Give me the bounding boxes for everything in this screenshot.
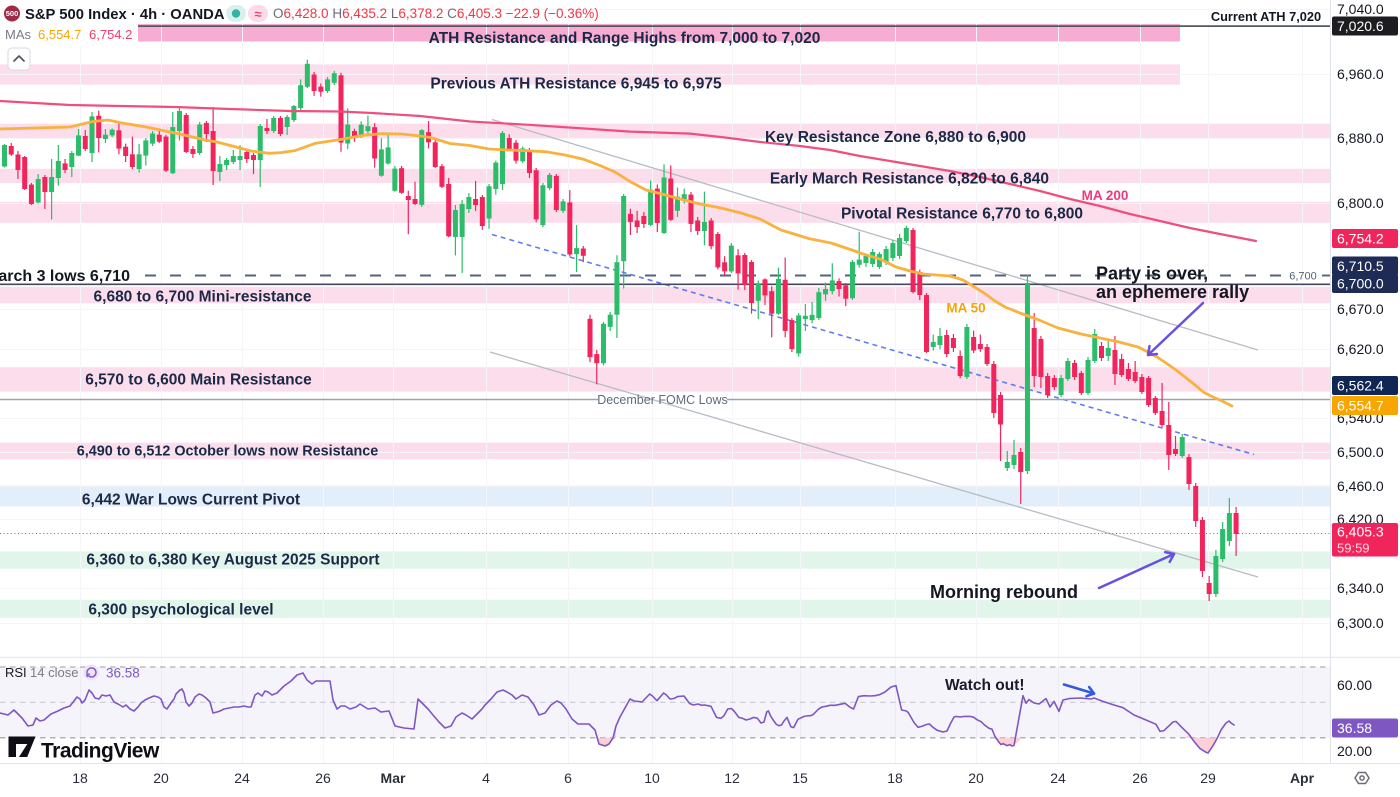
svg-text:6,670.0: 6,670.0 xyxy=(1337,301,1384,317)
svg-text:ATH Resistance and Range Highs: ATH Resistance and Range Highs from 7,00… xyxy=(429,30,821,47)
svg-text:6,300 psychological level: 6,300 psychological level xyxy=(88,601,273,618)
svg-text:24: 24 xyxy=(1050,770,1066,786)
svg-text:6,500.0: 6,500.0 xyxy=(1337,444,1384,460)
svg-text:MA 50: MA 50 xyxy=(946,301,985,316)
svg-text:20.00: 20.00 xyxy=(1337,743,1372,759)
svg-text:≈: ≈ xyxy=(254,7,261,22)
svg-text:6,340.0: 6,340.0 xyxy=(1337,580,1384,596)
svg-text:18: 18 xyxy=(887,770,903,786)
svg-text:6,442 War Lows Current Pivot: 6,442 War Lows Current Pivot xyxy=(82,491,300,508)
svg-text:6,554.7: 6,554.7 xyxy=(38,27,81,42)
svg-text:March 3 lows 6,710: March 3 lows 6,710 xyxy=(0,268,130,285)
svg-text:S&P 500 Index · 4h · OANDA: S&P 500 Index · 4h · OANDA xyxy=(25,7,225,23)
svg-text:60.00: 60.00 xyxy=(1337,677,1372,693)
svg-text:20: 20 xyxy=(968,770,984,786)
svg-text:Mar: Mar xyxy=(381,770,406,786)
svg-text:20: 20 xyxy=(153,770,169,786)
svg-text:Pivotal Resistance 6,770 to 6,: Pivotal Resistance 6,770 to 6,800 xyxy=(841,206,1083,223)
svg-text:14 close: 14 close xyxy=(30,665,78,680)
svg-text:Current ATH 7,020: Current ATH 7,020 xyxy=(1211,9,1321,24)
svg-text:6,754.2: 6,754.2 xyxy=(1337,231,1384,247)
svg-text:29: 29 xyxy=(1200,770,1216,786)
svg-text:December FOMC Lows: December FOMC Lows xyxy=(597,393,728,407)
svg-text:Early March Resistance 6,820 t: Early March Resistance 6,820 to 6,840 xyxy=(770,170,1049,187)
svg-text:MAs: MAs xyxy=(5,27,32,42)
svg-text:26: 26 xyxy=(315,770,331,786)
svg-text:Previous ATH Resistance 6,945: Previous ATH Resistance 6,945 to 6,975 xyxy=(430,75,722,92)
svg-text:6,570 to 6,600 Main Resistance: 6,570 to 6,600 Main Resistance xyxy=(85,372,312,389)
svg-text:6: 6 xyxy=(564,770,572,786)
svg-text:6,680 to 6,700 Mini-resistance: 6,680 to 6,700 Mini-resistance xyxy=(94,288,312,305)
svg-text:6,554.7: 6,554.7 xyxy=(1337,398,1384,414)
svg-text:Party is over,: Party is over, xyxy=(1096,264,1208,284)
svg-text:MA 200: MA 200 xyxy=(1082,188,1129,203)
svg-text:36.58: 36.58 xyxy=(106,666,140,681)
svg-text:6,405.3: 6,405.3 xyxy=(1337,524,1384,540)
svg-text:7,040.0: 7,040.0 xyxy=(1337,1,1384,17)
svg-text:4: 4 xyxy=(482,770,490,786)
svg-text:24: 24 xyxy=(234,770,250,786)
svg-text:RSI: RSI xyxy=(5,665,27,680)
svg-text:6,300.0: 6,300.0 xyxy=(1337,615,1384,631)
svg-text:12: 12 xyxy=(724,770,740,786)
svg-text:26: 26 xyxy=(1132,770,1148,786)
svg-text:Apr: Apr xyxy=(1290,770,1315,786)
svg-text:6,754.2: 6,754.2 xyxy=(89,27,132,42)
svg-text:6,800.0: 6,800.0 xyxy=(1337,195,1384,211)
svg-text:6,490 to 6,512 October lows no: 6,490 to 6,512 October lows now Resistan… xyxy=(77,443,379,459)
svg-text:Morning rebound: Morning rebound xyxy=(930,582,1078,602)
svg-text:18: 18 xyxy=(72,770,88,786)
svg-text:6,700.0: 6,700.0 xyxy=(1337,276,1384,292)
svg-text:6,620.0: 6,620.0 xyxy=(1337,341,1384,357)
svg-text:6,960.0: 6,960.0 xyxy=(1337,66,1384,82)
svg-text:10: 10 xyxy=(644,770,660,786)
svg-text:6,880.0: 6,880.0 xyxy=(1337,130,1384,146)
svg-text:6,710.5: 6,710.5 xyxy=(1337,258,1384,274)
svg-text:500: 500 xyxy=(6,9,19,18)
svg-text:TradingView: TradingView xyxy=(41,740,160,763)
svg-text:15: 15 xyxy=(792,770,808,786)
svg-text:6,460.0: 6,460.0 xyxy=(1337,478,1384,494)
svg-text:7,020.6: 7,020.6 xyxy=(1337,18,1384,34)
svg-text:6,700: 6,700 xyxy=(1289,271,1317,283)
svg-text:an ephemere rally: an ephemere rally xyxy=(1096,282,1249,302)
svg-text:Watch out!: Watch out! xyxy=(945,677,1025,694)
svg-text:59:59: 59:59 xyxy=(1337,541,1370,556)
svg-text:36.58: 36.58 xyxy=(1337,720,1372,736)
svg-text:Key Resistance Zone 6,880 to 6: Key Resistance Zone 6,880 to 6,900 xyxy=(765,129,1026,146)
svg-text:6,562.4: 6,562.4 xyxy=(1337,378,1384,394)
svg-text:O6,428.0 H6,435.2 L6,378.2 C6,: O6,428.0 H6,435.2 L6,378.2 C6,405.3 −22.… xyxy=(273,6,599,21)
svg-text:6,360 to 6,380 Key August 2025: 6,360 to 6,380 Key August 2025 Support xyxy=(86,551,379,568)
